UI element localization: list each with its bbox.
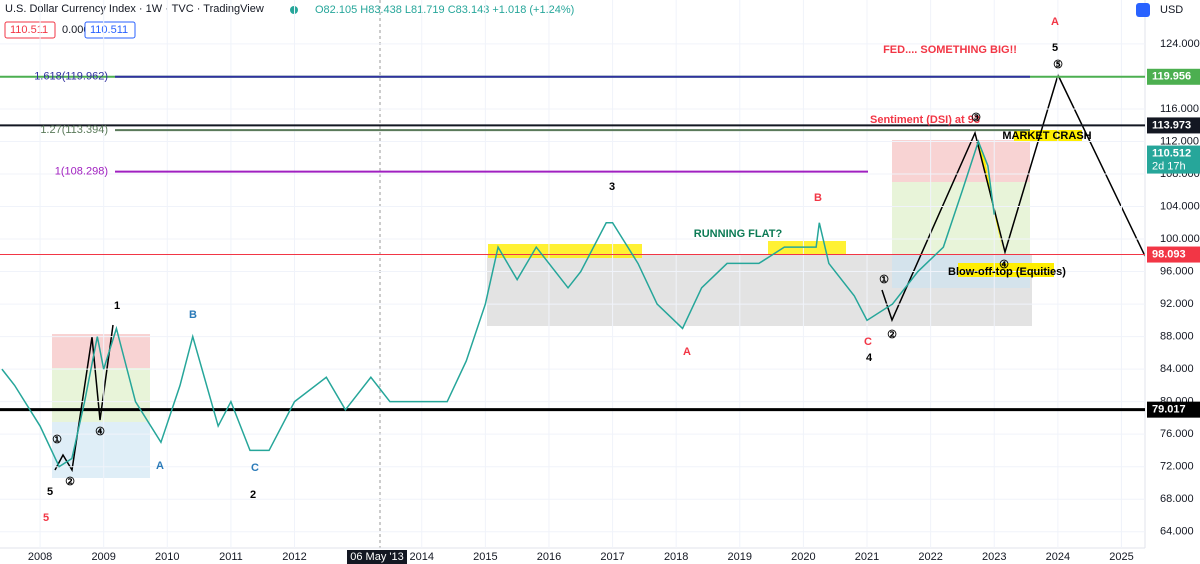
price-tag-label: 119.956 [1152, 71, 1191, 83]
x-tick-label: 2023 [982, 551, 1006, 563]
annotation: 5 [47, 486, 53, 498]
wave-path [54, 324, 114, 473]
zone [52, 334, 150, 368]
status-dot [290, 6, 298, 14]
annotation: ② [887, 329, 897, 341]
annotation: ① [52, 434, 62, 446]
annotation: ② [65, 476, 75, 488]
x-tick-label: 2025 [1109, 551, 1133, 563]
highlight [958, 263, 1054, 277]
fib-label: 1.27(113.394) [40, 124, 108, 136]
annotation: 4 [866, 352, 873, 364]
highlight [1014, 130, 1082, 142]
annotation: Sentiment (DSI) at 93 [870, 114, 980, 126]
ohlc: O82.105 H83.438 L81.719 C83.143 +1.018 (… [315, 4, 574, 16]
highlight [768, 241, 846, 255]
alert-button[interactable] [1136, 3, 1150, 17]
x-tick-label: 2012 [282, 551, 306, 563]
y-tick-label: 72.000 [1160, 461, 1194, 473]
annotation: B [189, 309, 197, 321]
price-tag-label: 79.017 [1152, 404, 1186, 416]
annotation: A [156, 460, 164, 472]
input-box[interactable] [4, 21, 56, 39]
y-tick-label: 84.000 [1160, 363, 1194, 375]
input: 110.511 [10, 24, 48, 36]
y-tick-label: 88.000 [1160, 331, 1194, 343]
y-tick-label: 100.000 [1160, 233, 1200, 245]
crosshair-date: 06 May '13 [350, 551, 403, 563]
annotation: ⑤ [1053, 59, 1063, 71]
x-tick-label: 2011 [219, 551, 243, 563]
zone [892, 140, 1030, 182]
annotation: ④ [999, 259, 1009, 271]
annotation: C [864, 336, 872, 348]
currency[interactable]: USD [1160, 4, 1183, 16]
countdown: 2d 17h [1152, 160, 1186, 172]
title: U.S. Dollar Currency Index · 1W · TVC · … [5, 3, 264, 15]
x-tick-label: 2020 [791, 551, 815, 563]
annotation: ③ [971, 112, 981, 124]
x-tick-label: 2021 [855, 551, 879, 563]
price-tag [1147, 68, 1200, 85]
y-tick-label: 124.000 [1160, 38, 1200, 50]
annotation: ① [879, 274, 889, 286]
x-tick-label: 2019 [728, 551, 752, 563]
annotation: FED.... SOMETHING BIG!! [883, 44, 1017, 56]
crosshair-tag [347, 550, 407, 564]
x-tick-label: 2015 [473, 551, 497, 563]
x-tick-label: 2018 [664, 551, 688, 563]
x-tick-label: 2009 [91, 551, 115, 563]
annotation: Blow-off-top (Equities) [948, 266, 1066, 278]
y-tick-label: 104.000 [1160, 200, 1200, 212]
y-tick-label: 92.000 [1160, 298, 1194, 310]
annotation: A [1051, 16, 1059, 28]
price-tag-label: 98.093 [1152, 248, 1186, 260]
annotation: 2 [250, 489, 256, 501]
annotation: B [814, 192, 822, 204]
y-tick-label: 116.000 [1160, 103, 1199, 115]
x-tick-label: 2016 [537, 551, 561, 563]
annotation: 5 [1052, 42, 1058, 54]
price-tag [1147, 117, 1200, 134]
x-tick-label: 2014 [409, 551, 433, 563]
fib-label: 1.618(119.962) [34, 71, 108, 83]
zone [52, 422, 150, 478]
annotation: ④ [95, 426, 105, 438]
price-tag [1147, 145, 1200, 174]
annotation: 1 [114, 300, 120, 312]
x-tick-label: 2022 [918, 551, 942, 563]
y-tick-label: 64.000 [1160, 526, 1194, 538]
x-tick-label: 2008 [28, 551, 52, 563]
price-tag-label: 113.973 [1152, 119, 1191, 131]
annotation: RUNNING FLAT? [694, 228, 783, 240]
fib-label: 1(108.298) [55, 165, 108, 177]
price-tag [1147, 246, 1200, 263]
input: 0.000 [62, 24, 90, 36]
annotation: MARKET CRASH [1002, 130, 1091, 142]
x-tick-label: 2010 [155, 551, 179, 563]
x-tick-label: 2024 [1046, 551, 1070, 563]
input: 110.511 [90, 24, 128, 36]
price-tag [1147, 401, 1200, 418]
annotation: 3 [609, 181, 615, 193]
y-tick-label: 76.000 [1160, 428, 1194, 440]
price-axis [1145, 0, 1200, 564]
input-box[interactable] [84, 21, 136, 39]
price-tag-label: 110.512 [1152, 147, 1191, 159]
y-tick-label: 112.000 [1160, 135, 1199, 147]
y-tick-label: 68.000 [1160, 493, 1194, 505]
annotation: A [683, 346, 691, 358]
price-line [1, 139, 995, 468]
annotation: C [251, 462, 259, 474]
highlight [488, 244, 642, 258]
annotation: 5 [43, 512, 49, 524]
y-tick-label: 96.000 [1160, 265, 1194, 277]
wave-path [881, 72, 1146, 323]
x-tick-label: 2017 [600, 551, 624, 563]
